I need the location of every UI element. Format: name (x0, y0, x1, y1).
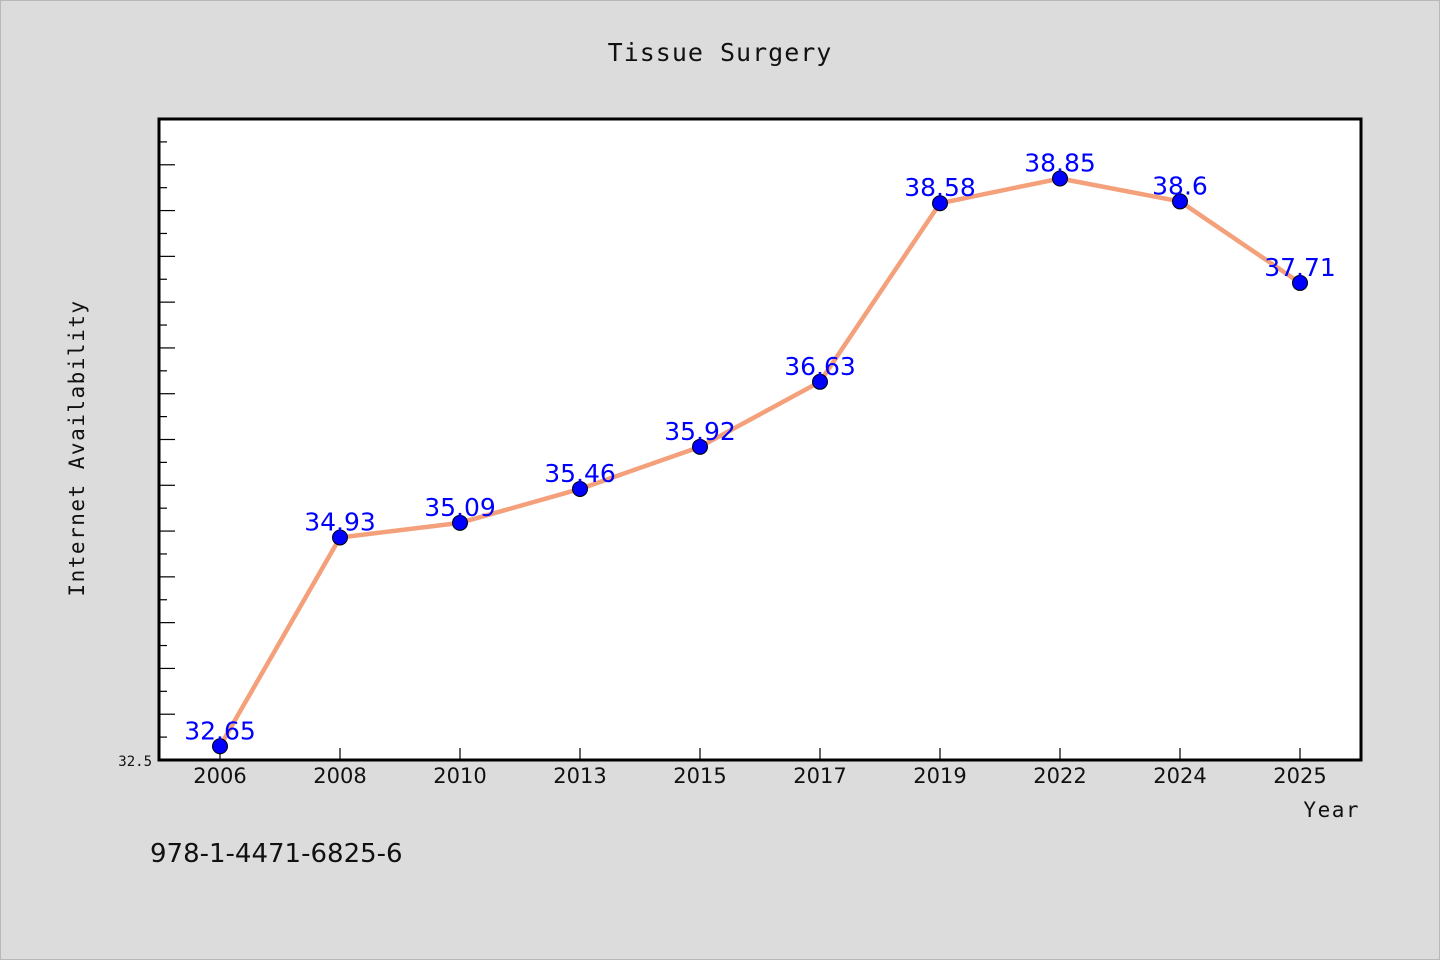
plot-area (159, 119, 1361, 760)
data-point (932, 195, 948, 212)
x-tick-label: 2025 (1273, 764, 1326, 788)
data-label: 35.09 (424, 493, 496, 522)
data-label: 35.46 (544, 459, 616, 488)
isbn-annotation: 978-1-4471-6825-6 (150, 839, 403, 869)
plot-border (157, 117, 1363, 762)
series-line (217, 176, 1303, 749)
data-point (1052, 170, 1068, 187)
data-point (572, 480, 588, 497)
x-tick-label: 2019 (913, 764, 966, 788)
data-point (812, 373, 828, 390)
x-axis-title: Year (1303, 798, 1360, 822)
x-tick-label: 2010 (433, 764, 486, 788)
data-label: 34.93 (304, 507, 376, 536)
data-label: 32.65 (184, 716, 256, 745)
x-tick-label: 2017 (793, 764, 846, 788)
x-tick-label: 2024 (1153, 764, 1206, 788)
y-axis-title: Internet Availability (65, 299, 89, 596)
data-point (212, 738, 228, 755)
x-axis-ticks: 2006 2008 2010 2013 2015 2017 2019 2022 2024 2025 (193, 748, 1327, 788)
x-tick-label: 2008 (313, 764, 366, 788)
data-label: 38.85 (1024, 149, 1096, 178)
data-point (452, 514, 468, 531)
x-tick-label: 2013 (553, 764, 606, 788)
y-tick-label: 32.5 (118, 754, 152, 770)
data-point (1172, 193, 1188, 210)
data-label: 36.63 (784, 352, 856, 381)
data-label: 35.92 (664, 417, 736, 446)
x-tick-label: 2015 (673, 764, 726, 788)
chart-title: Tissue Surgery (608, 38, 833, 67)
data-labels-layer: 32.65 34.93 35.09 35.46 35.92 36.63 38.58 38.85… (184, 149, 1336, 746)
x-tick-label: 2022 (1033, 764, 1086, 788)
series-layer (212, 170, 1308, 755)
x-tick-label: 2006 (193, 764, 246, 788)
data-label: 37.71 (1264, 253, 1336, 282)
data-point (692, 438, 708, 455)
data-point (1292, 274, 1308, 291)
data-label: 38.58 (904, 173, 976, 202)
data-point (332, 529, 348, 546)
data-label: 38.6 (1152, 171, 1208, 200)
